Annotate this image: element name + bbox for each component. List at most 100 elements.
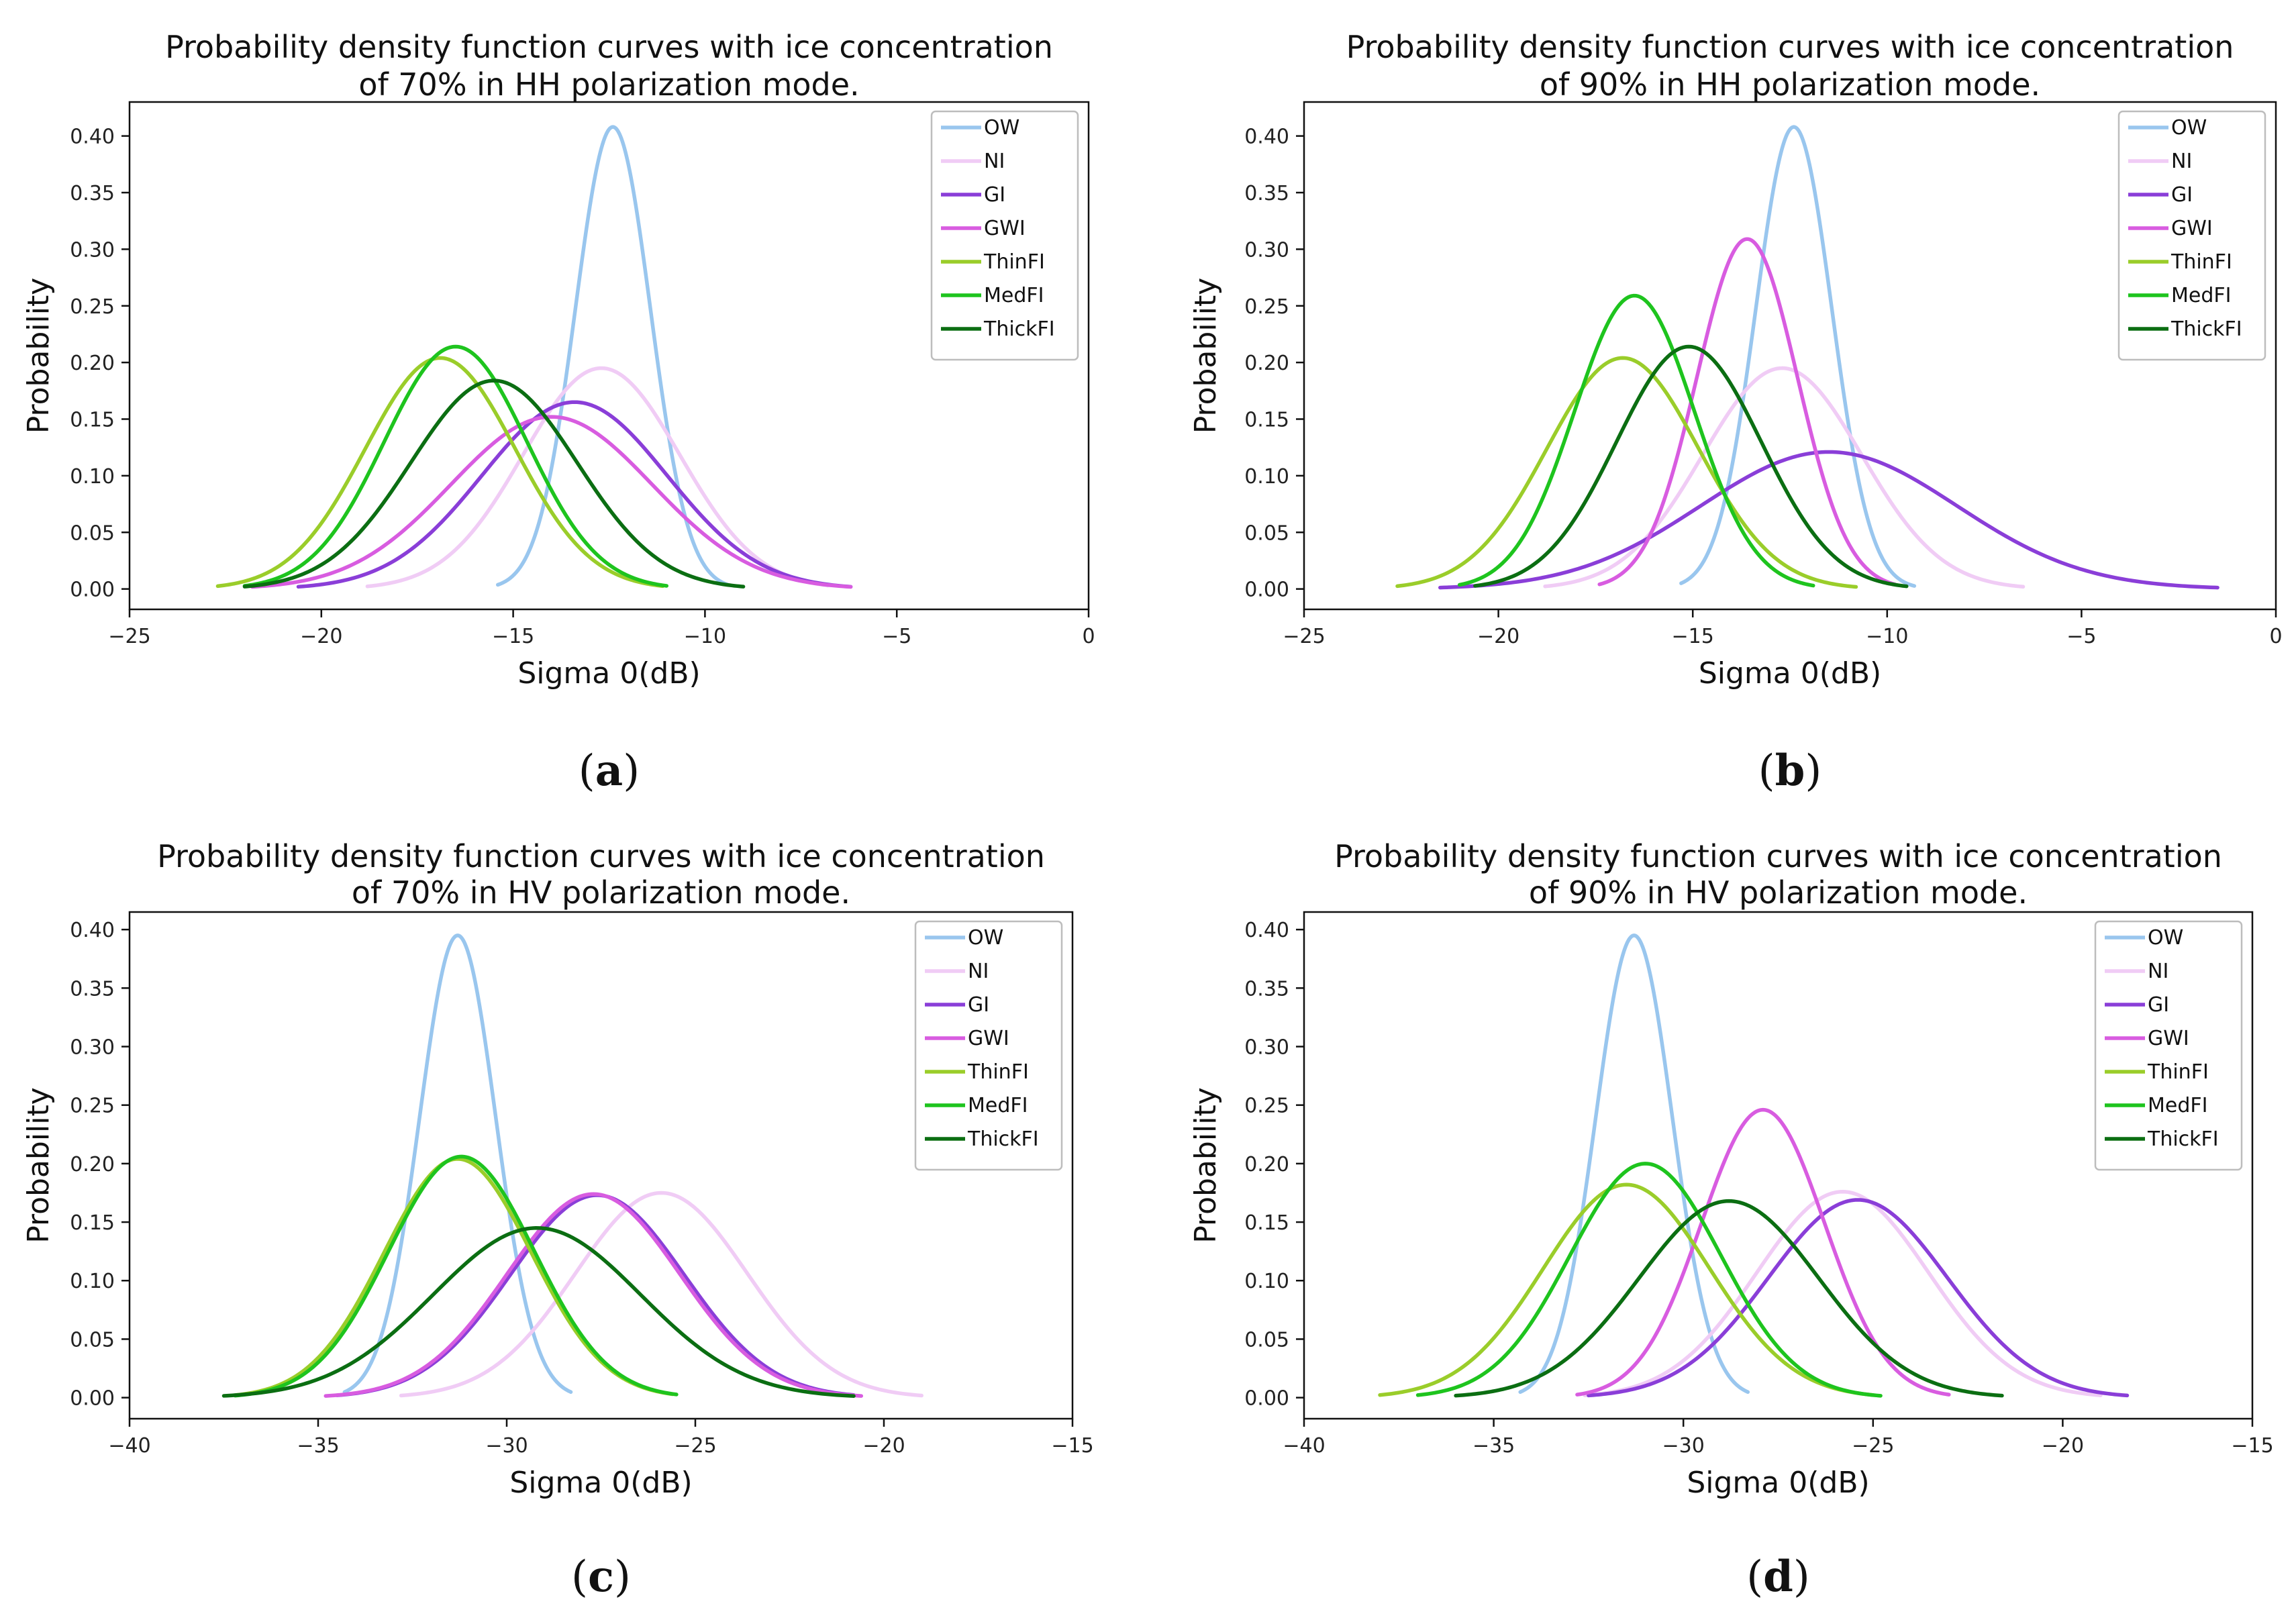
- x-tick-label: −15: [492, 625, 534, 648]
- y-tick-label: 0.25: [70, 295, 115, 319]
- x-tick-label: −15: [1672, 625, 1714, 648]
- x-tick-label: −40: [108, 1434, 150, 1458]
- y-axis-label: Probability: [21, 1087, 56, 1244]
- series-line-thickfi: [1473, 344, 1909, 589]
- y-tick-label: 0.40: [70, 125, 115, 149]
- series-line-thickfi: [1454, 1199, 2004, 1398]
- x-tick-label: −20: [2042, 1434, 2084, 1458]
- series-line-ow: [495, 125, 730, 587]
- series-line-gwi: [323, 1192, 864, 1398]
- legend-label: MedFI: [2171, 284, 2232, 307]
- legend-label: GWI: [968, 1027, 1009, 1050]
- x-tick-label: −35: [1473, 1434, 1515, 1458]
- x-axis-label: Sigma 0(dB): [517, 656, 700, 691]
- series-line-ow: [1679, 125, 1917, 588]
- y-tick-label: 0.25: [1244, 295, 1289, 319]
- chart-title-line: Probability density function curves with…: [1346, 29, 2234, 65]
- x-tick-label: −25: [1852, 1434, 1894, 1458]
- legend-label: ThickFI: [983, 317, 1055, 341]
- x-tick-label: −5: [2066, 625, 2096, 648]
- y-tick-label: 0.10: [1244, 1270, 1289, 1293]
- legend: OW NI GI GWI ThinFI MedFI ThickFI: [914, 920, 1063, 1171]
- plot-frame: [1303, 911, 2254, 1420]
- legend-label: NI: [2148, 960, 2168, 983]
- legend: OW NI GI GWI ThinFI MedFI ThickFI: [2094, 920, 2243, 1171]
- y-tick-label: 0.20: [70, 1153, 115, 1176]
- chart-title-line: Probability density function curves with…: [165, 29, 1053, 65]
- x-tick-label: −30: [1662, 1434, 1705, 1458]
- chart-title-line: of 90% in HH polarization mode.: [1540, 66, 2040, 103]
- plot-frame: [128, 101, 1090, 611]
- series-line-gi: [1587, 1198, 2130, 1398]
- y-tick-label: 0.40: [1244, 919, 1289, 942]
- legend: OW NI GI GWI ThinFI MedFI ThickFI: [930, 110, 1079, 361]
- series-line-gwi: [1575, 1107, 1951, 1397]
- chart-panel-a: Probability density function curves with…: [0, 0, 1148, 808]
- y-tick-label: 0.35: [70, 182, 115, 205]
- chart-svg: Probability density function curves with…: [1189, 29, 2283, 796]
- x-axis-label: Sigma 0(dB): [1699, 656, 1881, 691]
- x-tick-label: −30: [485, 1434, 528, 1458]
- x-axis-label: Sigma 0(dB): [1687, 1466, 1869, 1500]
- y-axis-label: Probability: [21, 278, 56, 434]
- series-line-gi: [335, 1193, 856, 1397]
- y-tick-label: 0.25: [1244, 1095, 1289, 1118]
- series-line-medfi: [1415, 1162, 1883, 1398]
- legend-label: MedFI: [968, 1094, 1028, 1117]
- y-tick-label: 0.05: [70, 521, 115, 545]
- panel-caption: (d): [1746, 1552, 1810, 1602]
- legend-label: NI: [984, 150, 1005, 173]
- x-tick-label: 0: [2269, 625, 2282, 648]
- legend-label: ThinFI: [2170, 250, 2232, 274]
- y-tick-label: 0.40: [1244, 125, 1289, 149]
- legend-label: ThickFI: [967, 1127, 1039, 1151]
- legend-label: GWI: [2171, 217, 2213, 240]
- legend-label: GI: [984, 183, 1005, 207]
- chart-title-line: Probability density function curves with…: [1334, 838, 2222, 874]
- legend-label: ThickFI: [2147, 1127, 2219, 1151]
- y-tick-label: 0.10: [70, 465, 115, 489]
- series-line-thinfi: [233, 1157, 675, 1397]
- x-tick-label: −10: [1866, 625, 1908, 648]
- y-axis-label: Probability: [1189, 278, 1223, 434]
- series-line-ow: [1518, 933, 1750, 1395]
- y-tick-label: 0.00: [1244, 578, 1289, 602]
- x-tick-label: −20: [862, 1434, 905, 1458]
- y-tick-label: 0.10: [70, 1270, 115, 1293]
- panel-caption: (b): [1758, 746, 1822, 796]
- series-line-medfi: [242, 344, 668, 588]
- x-tick-label: −35: [297, 1434, 339, 1458]
- x-tick-label: −20: [300, 625, 342, 648]
- x-tick-label: −25: [1283, 625, 1325, 648]
- y-tick-label: 0.35: [1244, 182, 1289, 205]
- y-tick-label: 0.05: [1244, 521, 1289, 545]
- x-axis-label: Sigma 0(dB): [509, 1466, 692, 1500]
- series-line-thinfi: [1378, 1182, 1875, 1397]
- legend: OW NI GI GWI ThinFI MedFI ThickFI: [2117, 110, 2266, 361]
- series-line-medfi: [1457, 293, 1815, 588]
- y-tick-label: 0.05: [70, 1328, 115, 1352]
- series-line-ni: [1543, 366, 2026, 589]
- chart-svg: Probability density function curves with…: [1189, 838, 2274, 1602]
- legend-label: MedFI: [984, 284, 1044, 307]
- x-tick-label: −5: [882, 625, 911, 648]
- x-tick-label: −25: [674, 1434, 716, 1458]
- series-line-thinfi: [1395, 356, 1858, 589]
- series-line-thickfi: [221, 1226, 856, 1398]
- chart-panel-d: Probability density function curves with…: [1148, 808, 2296, 1616]
- y-tick-label: 0.35: [70, 977, 115, 1001]
- x-tick-label: 0: [1082, 625, 1095, 648]
- y-tick-label: 0.25: [70, 1095, 115, 1118]
- x-tick-label: −40: [1283, 1434, 1325, 1458]
- x-tick-label: −25: [108, 625, 150, 648]
- legend-label: NI: [968, 960, 989, 983]
- series-line-ni: [1583, 1189, 2103, 1397]
- plot-frame: [128, 911, 1074, 1420]
- legend-label: GWI: [2148, 1027, 2189, 1050]
- legend-label: MedFI: [2148, 1094, 2208, 1117]
- chart-title-line: of 90% in HV polarization mode.: [1529, 874, 2028, 911]
- x-tick-label: −20: [1477, 625, 1519, 648]
- x-tick-label: −10: [684, 625, 726, 648]
- legend-label: GI: [2171, 183, 2193, 207]
- y-tick-label: 0.15: [1244, 1211, 1289, 1235]
